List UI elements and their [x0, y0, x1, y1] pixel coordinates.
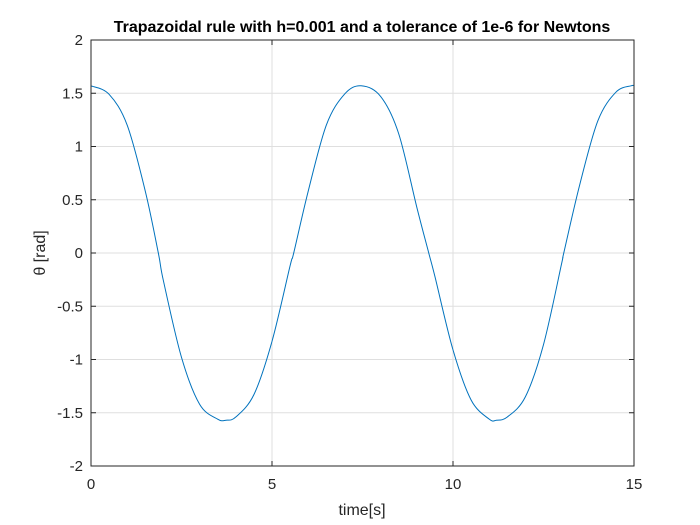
chart-title: Trapazoidal rule with h=0.001 and a tole…	[114, 19, 611, 36]
y-axis-label: θ [rad]	[32, 230, 49, 275]
y-tick-label: 2	[75, 32, 83, 49]
y-tick-label: 0	[75, 245, 83, 262]
y-tick-label: -1	[70, 352, 83, 369]
x-tick-label: 15	[626, 476, 643, 493]
x-tick-label: 0	[87, 476, 95, 493]
y-tick-label: 1.5	[62, 85, 83, 102]
y-tick-label: -0.5	[57, 298, 83, 315]
y-tick-label: 0.5	[62, 192, 83, 209]
x-tick-label: 10	[445, 476, 462, 493]
ticks	[90, 39, 635, 467]
y-tick-label: -2	[70, 458, 83, 475]
x-tick-labels: 0 5 10 15	[87, 476, 643, 493]
x-axis-label: time[s]	[338, 502, 385, 519]
x-tick-label: 5	[268, 476, 276, 493]
y-tick-label: -1.5	[57, 405, 83, 422]
y-tick-labels: -2 -1.5 -1 -0.5 0 0.5 1 1.5 2	[57, 32, 83, 475]
grid-y	[91, 92, 634, 414]
series-line	[90, 84, 635, 422]
y-tick-label: 1	[75, 139, 83, 156]
